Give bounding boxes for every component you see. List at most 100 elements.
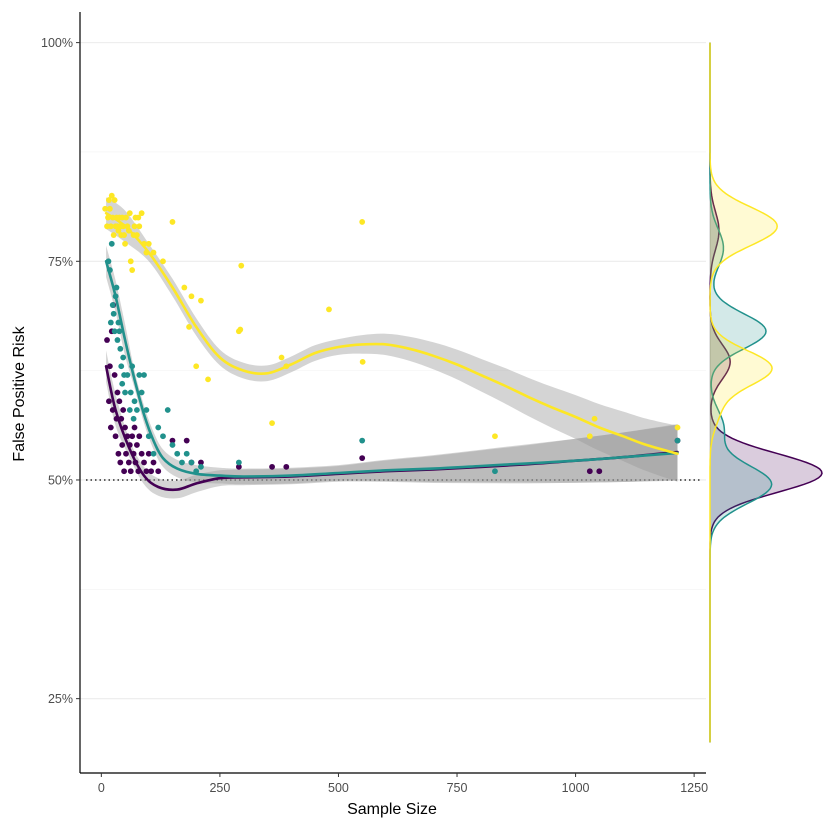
data-point	[155, 468, 162, 475]
data-point	[179, 459, 185, 466]
data-point	[169, 437, 176, 444]
data-point	[114, 389, 121, 396]
data-point	[492, 433, 498, 440]
x-tick-label: 1250	[680, 781, 708, 795]
data-point	[359, 358, 366, 365]
data-point	[193, 363, 200, 370]
data-point	[326, 306, 332, 313]
data-point	[107, 319, 114, 326]
y-tick-label: 50%	[48, 473, 73, 487]
x-tick-label: 250	[209, 781, 230, 795]
y-tick-label: 25%	[48, 692, 73, 706]
data-point	[141, 372, 147, 378]
data-point	[138, 210, 145, 217]
trend-line	[104, 260, 679, 478]
data-point	[107, 223, 114, 230]
data-point	[150, 459, 157, 466]
data-point	[115, 227, 122, 234]
data-point	[127, 258, 134, 265]
data-point	[121, 468, 128, 475]
data-point	[169, 442, 176, 448]
data-point	[150, 450, 157, 457]
confidence-band	[106, 350, 678, 499]
data-point	[143, 407, 150, 413]
data-point	[117, 459, 124, 466]
data-point	[183, 450, 190, 457]
data-point	[108, 192, 115, 199]
data-point	[359, 219, 366, 225]
data-points	[102, 192, 681, 475]
data-point	[117, 345, 124, 352]
x-tick-label: 500	[328, 781, 349, 795]
data-point	[129, 433, 136, 440]
data-point	[123, 450, 129, 457]
data-point	[183, 437, 190, 444]
data-point	[109, 302, 116, 308]
grid	[80, 42, 706, 700]
data-point	[134, 442, 140, 448]
data-point	[125, 459, 132, 466]
data-point	[111, 197, 118, 203]
data-point	[122, 240, 128, 247]
data-point	[141, 459, 147, 466]
data-point	[134, 407, 140, 413]
data-point	[278, 354, 285, 361]
data-point	[131, 398, 138, 405]
data-point	[164, 407, 171, 413]
data-point	[106, 363, 113, 370]
data-point	[145, 450, 152, 457]
data-point	[120, 354, 127, 361]
data-point	[106, 197, 112, 203]
data-point	[119, 380, 126, 387]
confidence-band	[106, 197, 678, 482]
x-tick-label: 1000	[562, 781, 590, 795]
data-point	[674, 424, 681, 431]
data-point	[135, 214, 142, 221]
data-point	[127, 468, 134, 475]
data-point	[127, 389, 134, 396]
data-point	[283, 463, 290, 470]
data-point	[148, 468, 155, 475]
data-point	[188, 459, 195, 466]
x-axis-title: Sample Size	[347, 801, 437, 818]
data-point	[143, 468, 150, 475]
trend-line	[104, 211, 679, 455]
data-point	[591, 415, 598, 422]
data-point	[160, 433, 166, 440]
data-point	[122, 424, 128, 431]
data-point	[205, 376, 211, 383]
data-point	[235, 463, 242, 470]
data-point	[492, 468, 498, 475]
marginal-density	[709, 42, 823, 743]
data-point	[269, 463, 275, 470]
data-point	[359, 437, 366, 444]
data-point	[110, 232, 117, 238]
data-point	[129, 267, 136, 273]
data-point	[116, 328, 123, 335]
data-point	[111, 328, 118, 335]
y-tick-label: 100%	[41, 36, 73, 50]
y-axis-title: False Positive Risk	[11, 325, 28, 461]
data-point	[186, 323, 192, 330]
data-point	[119, 442, 126, 448]
data-point	[237, 326, 244, 333]
data-point	[118, 363, 125, 370]
x-tick-label: 0	[98, 781, 105, 795]
data-point	[110, 310, 117, 317]
data-point	[198, 459, 204, 466]
data-point	[126, 407, 133, 413]
data-point	[174, 450, 181, 457]
data-point	[169, 219, 176, 225]
data-point	[104, 337, 110, 343]
data-point	[130, 415, 137, 422]
data-point	[106, 205, 113, 212]
data-point	[115, 450, 122, 457]
x-tick-label: 750	[447, 781, 468, 795]
data-point	[138, 389, 145, 396]
data-point	[188, 293, 195, 300]
data-point	[111, 372, 118, 378]
data-point	[126, 210, 133, 217]
data-point	[107, 424, 114, 431]
data-point	[145, 240, 152, 247]
